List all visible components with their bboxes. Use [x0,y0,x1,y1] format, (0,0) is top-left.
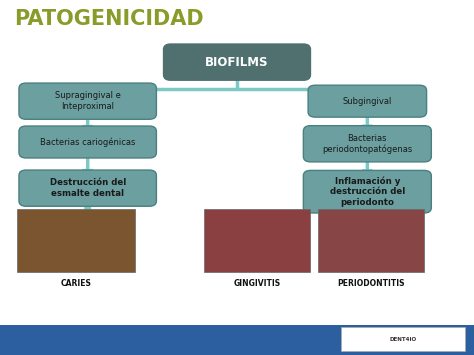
FancyBboxPatch shape [303,126,431,162]
Text: Bacterias
periodontopatógenas: Bacterias periodontopatógenas [322,134,412,154]
Text: Inflamación y
destrucción del
periodonto: Inflamación y destrucción del periodonto [330,176,405,207]
FancyBboxPatch shape [19,83,156,119]
Text: Bacterias cariogénicas: Bacterias cariogénicas [40,137,136,147]
FancyBboxPatch shape [164,44,310,80]
Text: PATOGENICIDAD: PATOGENICIDAD [14,9,204,29]
Text: Destrucción del
esmalte dental: Destrucción del esmalte dental [50,179,126,198]
FancyBboxPatch shape [19,126,156,158]
Text: PERIODONTITIS: PERIODONTITIS [337,279,405,288]
Text: Subgingival: Subgingival [343,97,392,106]
Text: GINGIVITIS: GINGIVITIS [233,279,281,288]
Text: CARIES: CARIES [60,279,91,288]
FancyBboxPatch shape [19,170,156,206]
FancyBboxPatch shape [0,325,474,355]
FancyBboxPatch shape [308,85,427,117]
Text: BIOFILMS: BIOFILMS [205,56,269,69]
Text: DENT4IO: DENT4IO [389,337,417,342]
FancyBboxPatch shape [341,327,465,351]
FancyBboxPatch shape [303,170,431,213]
FancyBboxPatch shape [204,209,310,272]
FancyBboxPatch shape [318,209,424,272]
Text: Supragingival e
Inteproximal: Supragingival e Inteproximal [55,92,120,111]
FancyBboxPatch shape [17,209,135,272]
